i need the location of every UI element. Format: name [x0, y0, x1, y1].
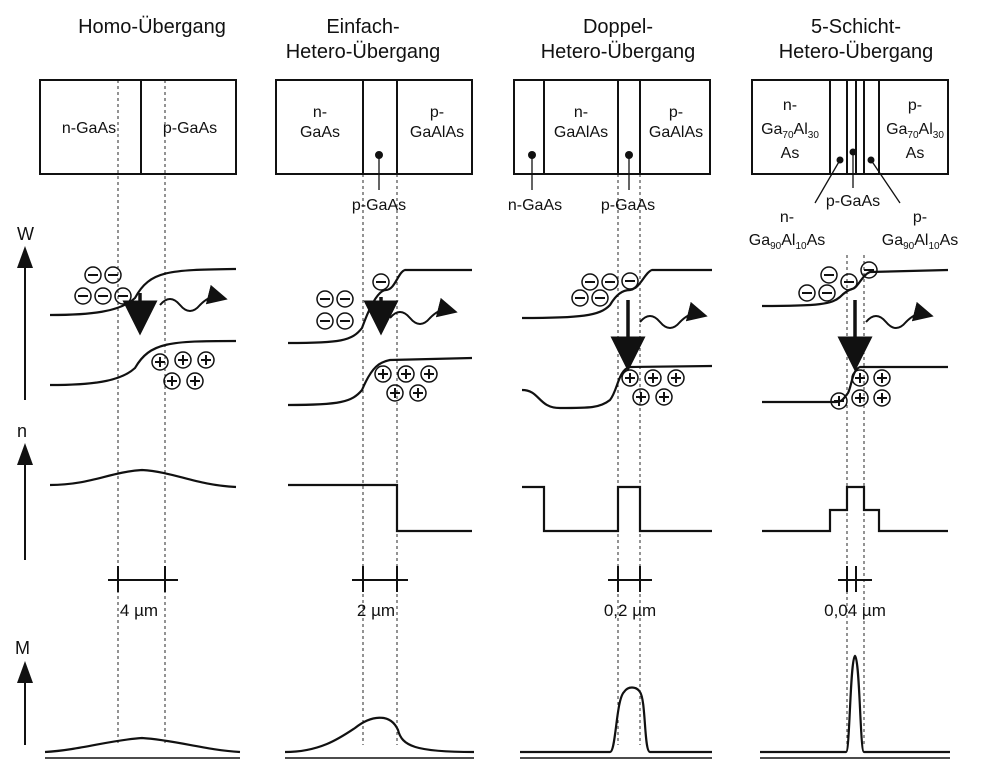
column-title-line-2: Hetero-Übergang	[779, 41, 934, 63]
column-title-line-2: Hetero-Übergang	[286, 41, 441, 63]
valence-band	[49, 339, 237, 387]
callout-n-ga90al10as-line-1: n-	[780, 209, 794, 226]
refractive-index-profile	[288, 483, 472, 533]
layer-label-n-line-1: n-	[313, 104, 327, 121]
dimension-marker: 0,04 µm	[824, 566, 886, 620]
column-homojunction: Homo-Übergang n-GaAs p-GaAs	[39, 16, 241, 759]
callout-p-gaas: p-GaAs	[601, 197, 655, 214]
conduction-band	[521, 268, 712, 320]
electrons	[316, 273, 390, 330]
layer-label-p-line-2: Ga70Al30	[886, 121, 944, 141]
mode-axis: M	[15, 638, 33, 745]
electrons	[74, 266, 132, 305]
callout-n-ga90al10as-line-2: Ga90Al10As	[749, 232, 826, 252]
holes	[374, 365, 438, 402]
energy-axis: W	[17, 224, 34, 400]
layer-label-n-line-1: n-	[574, 104, 588, 121]
valence-band	[521, 364, 713, 410]
layer-label-n-line-2: GaAs	[300, 124, 340, 141]
column-title-line-1: 5-Schicht-	[811, 16, 901, 38]
electrons	[798, 261, 878, 302]
layer-label-n-line-2: Ga70Al30	[761, 121, 819, 141]
layer-label-n-line-2: GaAlAs	[554, 124, 608, 141]
layer-label-p-line-1: p-	[908, 97, 922, 114]
dimension-label: 0,04 µm	[824, 601, 886, 620]
layer-label-p-line-2: GaAlAs	[410, 124, 464, 141]
layer-box	[751, 79, 949, 175]
mode-axis-label: M	[15, 638, 30, 658]
dimension-marker: 2 µm	[352, 566, 408, 620]
energy-axis-label: W	[17, 224, 34, 244]
dimension-marker: 0,2 µm	[604, 566, 656, 620]
layer-label-p-line-1: p-	[430, 104, 444, 121]
holes	[151, 351, 215, 390]
conduction-band	[287, 268, 472, 345]
electrons	[571, 272, 639, 307]
dimension-marker: 4 µm	[108, 566, 178, 620]
callout-p-gaas: p-GaAs	[826, 193, 880, 210]
dimension-label: 0,2 µm	[604, 601, 656, 620]
refractive-index-profile	[762, 485, 948, 533]
column-five-layer-heterojunction: 5-Schicht- Hetero-Übergang n- Ga70Al30 A…	[749, 16, 959, 759]
layer-label-p-line-3: As	[906, 145, 925, 162]
conduction-band	[761, 268, 949, 308]
refractive-index-axis-label: n	[17, 421, 27, 441]
column-title-line-1: Doppel-	[583, 16, 653, 38]
layer-box	[39, 79, 237, 175]
callout-n-gaas: n-GaAs	[508, 197, 562, 214]
valence-band	[287, 356, 473, 407]
refractive-index-profile	[49, 468, 237, 489]
layer-label-n-line-1: n-	[783, 97, 797, 114]
callout-p-ga90al10as-line-2: Ga90Al10As	[882, 232, 959, 252]
layer-label-n: n-GaAs	[62, 120, 116, 137]
dimension-label: 2 µm	[357, 601, 395, 620]
refractive-index-profile	[522, 485, 712, 533]
column-title: Homo-Übergang	[78, 16, 226, 38]
conduction-band	[49, 267, 237, 317]
mode-profile	[760, 654, 950, 754]
mode-profile	[284, 716, 475, 754]
layer-label-p-line-2: GaAlAs	[649, 124, 703, 141]
layer-label-p-line-1: p-	[669, 104, 683, 121]
layer-label-n-line-3: As	[781, 145, 800, 162]
dimension-label: 4 µm	[120, 601, 158, 620]
layer-box	[275, 79, 473, 175]
layer-box	[513, 79, 711, 175]
refractive-index-axis: n	[17, 421, 33, 560]
callout-p-gaas: p-GaAs	[352, 197, 406, 214]
column-single-heterojunction: Einfach- Hetero-Übergang n- GaAs p- GaAl…	[275, 16, 475, 759]
holes	[621, 369, 685, 406]
column-double-heterojunction: Doppel- Hetero-Übergang n- GaAlAs p- GaA…	[508, 16, 713, 759]
mode-profile	[44, 736, 241, 754]
callout-p-ga90al10as-line-1: p-	[913, 209, 927, 226]
column-title-line-2: Hetero-Übergang	[541, 41, 696, 63]
mode-profile	[520, 686, 712, 754]
column-title-line-1: Einfach-	[326, 16, 399, 38]
holes	[830, 369, 891, 410]
layer-label-p: p-GaAs	[163, 120, 217, 137]
